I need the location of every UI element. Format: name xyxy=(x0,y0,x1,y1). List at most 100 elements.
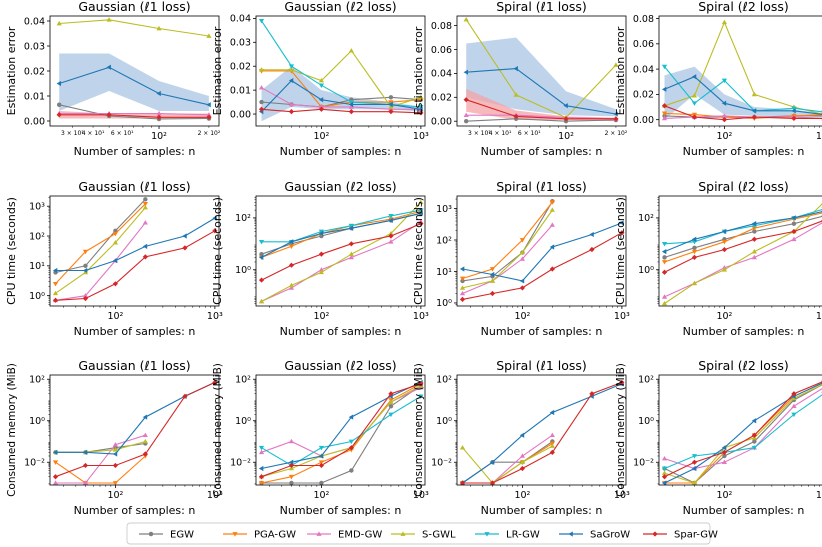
data-point xyxy=(348,439,354,445)
series-line xyxy=(664,203,822,304)
data-point xyxy=(721,246,728,253)
series-emd-gw xyxy=(459,222,555,296)
x-axis-label: Number of samples: n xyxy=(481,325,603,338)
data-point xyxy=(791,236,797,242)
panel-0-2: Spiral (ℓ1 loss) 0.00 0.02 0.04 0.06 0.08 10² 3… xyxy=(412,0,628,158)
data-point xyxy=(388,109,394,115)
x-axis-label: Number of samples: n xyxy=(481,504,603,517)
data-point xyxy=(143,197,148,202)
series-s-gwl xyxy=(52,204,148,296)
data-point xyxy=(182,245,188,251)
data-point xyxy=(459,290,466,296)
data-point xyxy=(288,101,295,107)
series-line xyxy=(55,455,146,484)
panel-title: Gaussian (ℓ2 loss) xyxy=(284,358,396,373)
data-point xyxy=(112,231,119,237)
legend-entry-sagrow: SaGroW xyxy=(559,530,630,541)
series-emd-gw xyxy=(258,85,424,112)
data-point xyxy=(156,90,161,97)
data-point xyxy=(751,91,757,97)
y-tick-label: 10⁰ xyxy=(29,291,45,302)
data-point xyxy=(82,293,89,298)
panel-title: Spiral (ℓ1 loss) xyxy=(496,358,587,373)
panel-title-main: Spiral xyxy=(698,179,738,194)
series-line xyxy=(664,76,822,115)
panel-0-3: Spiral (ℓ2 loss) 0.00 0.02 0.04 0.06 0.08 10² 1… xyxy=(614,0,822,158)
data-point xyxy=(721,445,727,451)
legend-marker xyxy=(400,531,406,536)
x-axis-label: Number of samples: n xyxy=(280,504,402,517)
data-point xyxy=(388,391,394,397)
y-tick-label: 0.04 xyxy=(431,69,452,80)
panel-title-main: Gaussian xyxy=(284,179,345,194)
data-point xyxy=(212,379,218,386)
data-point xyxy=(418,94,424,100)
data-point xyxy=(721,113,728,118)
data-point xyxy=(52,449,58,455)
error-band-sagrow xyxy=(664,66,822,120)
data-point xyxy=(348,101,354,108)
series-sagrow xyxy=(661,74,822,116)
data-point xyxy=(142,220,148,225)
data-point xyxy=(52,281,59,287)
data-point xyxy=(619,379,625,386)
series-line xyxy=(462,445,553,484)
error-band-sagrow xyxy=(59,53,209,111)
legend-label: PGA-GW xyxy=(254,530,296,541)
x-tick-label: 10² xyxy=(716,490,732,501)
data-point xyxy=(112,451,118,457)
data-point xyxy=(288,462,295,469)
data-point xyxy=(751,114,757,120)
panel-title-loss: (ℓ2 loss) xyxy=(346,0,397,14)
x-minor-tick-label: 6 × 10¹ xyxy=(518,130,541,137)
data-point xyxy=(519,432,525,438)
series-s-gwl xyxy=(258,199,424,304)
x-axis-label: Number of samples: n xyxy=(74,504,196,517)
legend-marker xyxy=(232,532,238,537)
data-point xyxy=(348,445,354,451)
x-tick-label: 10² xyxy=(107,311,123,322)
data-point xyxy=(348,100,354,105)
data-point xyxy=(721,449,728,455)
data-point xyxy=(288,262,295,268)
y-axis-label: CPU time (seconds) xyxy=(412,197,425,305)
panel-title: Spiral (ℓ1 loss) xyxy=(496,179,587,194)
data-point xyxy=(318,77,325,83)
x-tick-label: 10² xyxy=(716,131,732,142)
data-point xyxy=(751,226,757,231)
data-point xyxy=(318,445,325,451)
series-emd-gw xyxy=(258,219,424,304)
legend-entry-emd-gw: EMD-GW xyxy=(307,530,382,541)
series-line xyxy=(664,222,822,298)
data-point xyxy=(549,432,555,438)
y-tick-label: 0.03 xyxy=(230,38,251,49)
data-point xyxy=(348,254,354,260)
panel-title-main: Spiral xyxy=(496,0,536,14)
y-tick-label: 10² xyxy=(638,213,654,224)
data-point xyxy=(721,117,728,123)
data-point xyxy=(418,105,424,110)
series-line xyxy=(55,217,216,272)
legend-marker xyxy=(484,532,490,537)
data-point xyxy=(589,246,595,253)
data-point xyxy=(751,254,757,260)
data-point xyxy=(82,449,88,455)
plot-area xyxy=(258,18,424,122)
panel-title-main: Spiral xyxy=(698,358,738,373)
data-point xyxy=(613,111,618,117)
data-point xyxy=(182,393,188,399)
data-point xyxy=(112,442,119,447)
x-tick-label: 10³ xyxy=(816,311,822,322)
y-tick-label: 0.04 xyxy=(24,16,45,27)
data-point xyxy=(613,62,619,67)
x-axis-label: Number of samples: n xyxy=(280,145,402,158)
series-lr-gw xyxy=(661,391,822,472)
legend-label: EMD-GW xyxy=(338,530,382,541)
series-line xyxy=(664,384,822,484)
x-tick-label: 10³ xyxy=(413,131,429,142)
data-point xyxy=(691,93,698,98)
series-sagrow xyxy=(661,210,822,255)
data-point xyxy=(418,381,424,387)
panel-title-main: Gaussian xyxy=(284,0,345,14)
